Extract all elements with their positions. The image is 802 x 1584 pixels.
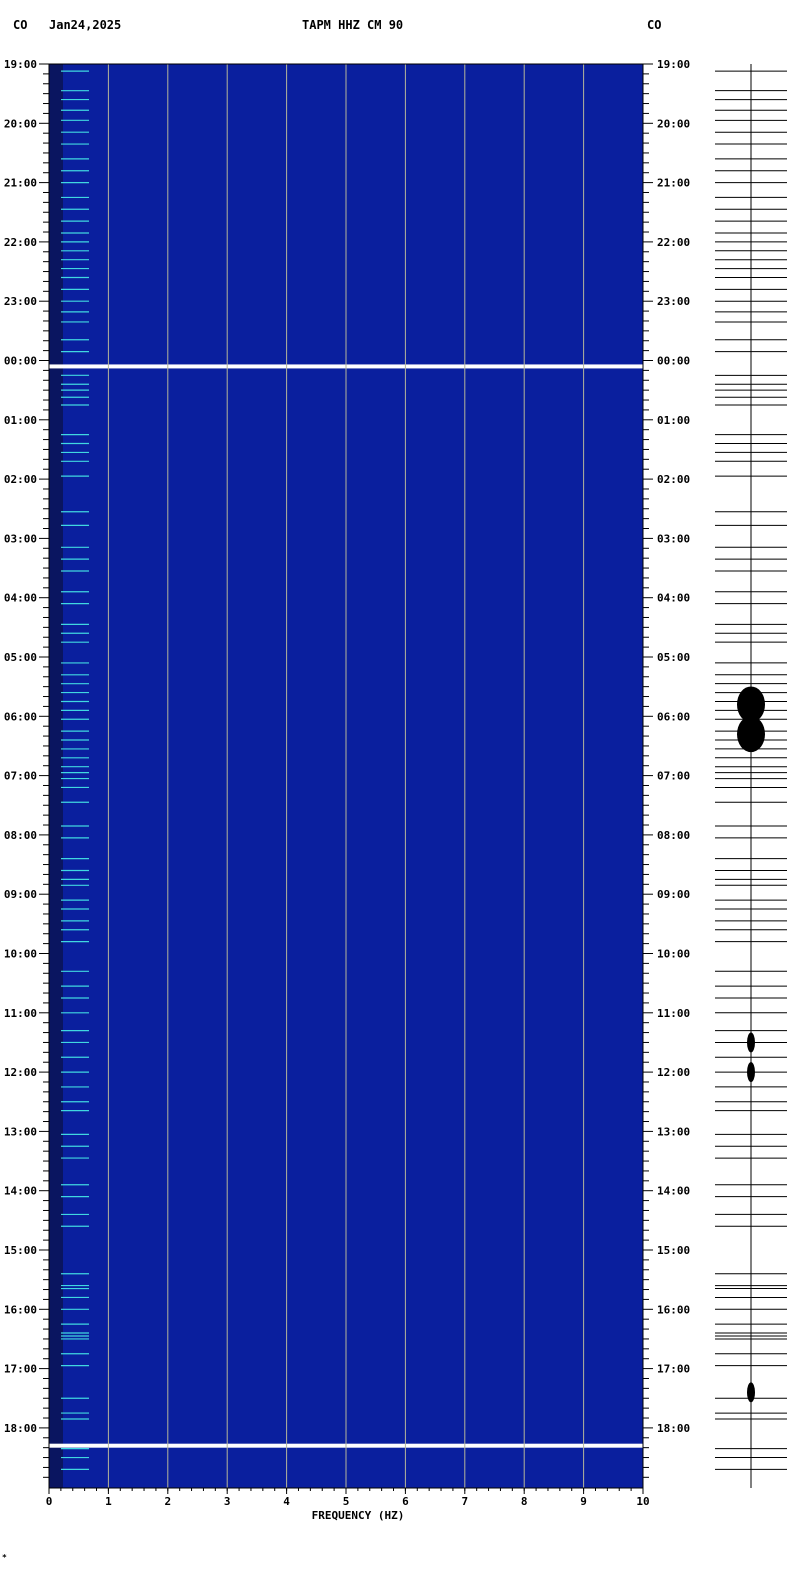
y-tick-label-right: 03:00 bbox=[657, 532, 690, 545]
y-tick-label-left: 21:00 bbox=[4, 177, 37, 190]
y-tick-label-right: 22:00 bbox=[657, 236, 690, 249]
y-tick-label-right: 06:00 bbox=[657, 710, 690, 723]
y-tick-label-left: 16:00 bbox=[4, 1303, 37, 1316]
y-tick-label-right: 23:00 bbox=[657, 295, 690, 308]
x-tick-label: 3 bbox=[224, 1495, 231, 1508]
y-tick-label-left: 15:00 bbox=[4, 1244, 37, 1257]
y-tick-label-left: 04:00 bbox=[4, 592, 37, 605]
x-tick-label: 2 bbox=[164, 1495, 171, 1508]
y-tick-label-left: 06:00 bbox=[4, 710, 37, 723]
x-tick-label: 5 bbox=[343, 1495, 350, 1508]
y-tick-label-right: 10:00 bbox=[657, 948, 690, 961]
y-tick-label-left: 03:00 bbox=[4, 532, 37, 545]
y-tick-label-left: 09:00 bbox=[4, 888, 37, 901]
x-tick-label: 0 bbox=[46, 1495, 53, 1508]
y-tick-label-left: 12:00 bbox=[4, 1066, 37, 1079]
y-tick-label-left: 05:00 bbox=[4, 651, 37, 664]
x-tick-label: 1 bbox=[105, 1495, 112, 1508]
y-tick-label-left: 13:00 bbox=[4, 1125, 37, 1138]
x-tick-label: 8 bbox=[521, 1495, 528, 1508]
x-axis-label: FREQUENCY (HZ) bbox=[312, 1509, 405, 1522]
y-tick-label-right: 00:00 bbox=[657, 355, 690, 368]
low-frequency-band bbox=[49, 64, 63, 1488]
spectral-lines-layer bbox=[61, 70, 643, 1471]
y-tick-label-left: 02:00 bbox=[4, 473, 37, 486]
y-tick-label-right: 20:00 bbox=[657, 117, 690, 130]
x-tick-label: 7 bbox=[461, 1495, 468, 1508]
y-tick-label-left: 18:00 bbox=[4, 1422, 37, 1435]
right-network-code: CO bbox=[647, 18, 662, 32]
y-tick-label-right: 17:00 bbox=[657, 1363, 690, 1376]
y-tick-label-left: 00:00 bbox=[4, 355, 37, 368]
y-tick-label-right: 09:00 bbox=[657, 888, 690, 901]
y-tick-label-right: 19:00 bbox=[657, 58, 690, 71]
y-tick-label-right: 05:00 bbox=[657, 651, 690, 664]
date-label: Jan24,2025 bbox=[49, 18, 122, 32]
y-tick-label-left: 01:00 bbox=[4, 414, 37, 427]
y-tick-label-right: 04:00 bbox=[657, 592, 690, 605]
trace-event-burst bbox=[737, 716, 765, 753]
y-tick-label-right: 21:00 bbox=[657, 177, 690, 190]
x-tick-label: 4 bbox=[283, 1495, 290, 1508]
y-tick-label-right: 15:00 bbox=[657, 1244, 690, 1257]
y-tick-label-right: 01:00 bbox=[657, 414, 690, 427]
y-tick-label-left: 22:00 bbox=[4, 236, 37, 249]
y-tick-label-right: 07:00 bbox=[657, 770, 690, 783]
left-network-code: CO bbox=[13, 18, 28, 32]
footer-mark: * bbox=[2, 1553, 7, 1562]
y-tick-label-left: 14:00 bbox=[4, 1185, 37, 1198]
y-tick-label-left: 08:00 bbox=[4, 829, 37, 842]
y-tick-label-left: 11:00 bbox=[4, 1007, 37, 1020]
y-tick-label-left: 17:00 bbox=[4, 1363, 37, 1376]
y-tick-label-right: 08:00 bbox=[657, 829, 690, 842]
y-tick-label-right: 14:00 bbox=[657, 1185, 690, 1198]
x-tick-label: 10 bbox=[636, 1495, 649, 1508]
y-tick-label-left: 23:00 bbox=[4, 295, 37, 308]
y-tick-label-left: 10:00 bbox=[4, 948, 37, 961]
y-tick-label-right: 16:00 bbox=[657, 1303, 690, 1316]
trace-event-burst bbox=[737, 686, 765, 723]
trace-event-burst bbox=[747, 1382, 755, 1403]
y-tick-label-left: 07:00 bbox=[4, 770, 37, 783]
y-tick-label-left: 20:00 bbox=[4, 117, 37, 130]
x-tick-label: 6 bbox=[402, 1495, 409, 1508]
y-tick-label-right: 13:00 bbox=[657, 1125, 690, 1138]
trace-event-burst bbox=[747, 1032, 755, 1053]
axis-ticks-layer: 0 1 2 3 4 5 6 7 8 9 10 19:00 19:00 20:00 20:00 21:00 21:… bbox=[4, 58, 690, 1508]
y-tick-label-left: 19:00 bbox=[4, 58, 37, 71]
y-tick-label-right: 11:00 bbox=[657, 1007, 690, 1020]
y-tick-label-right: 18:00 bbox=[657, 1422, 690, 1435]
y-tick-label-right: 02:00 bbox=[657, 473, 690, 486]
trace-event-burst bbox=[747, 1062, 755, 1083]
station-title: TAPM HHZ CM 90 bbox=[302, 18, 404, 32]
seismogram-trace-layer bbox=[715, 64, 787, 1488]
x-tick-label: 9 bbox=[580, 1495, 587, 1508]
y-tick-label-right: 12:00 bbox=[657, 1066, 690, 1079]
